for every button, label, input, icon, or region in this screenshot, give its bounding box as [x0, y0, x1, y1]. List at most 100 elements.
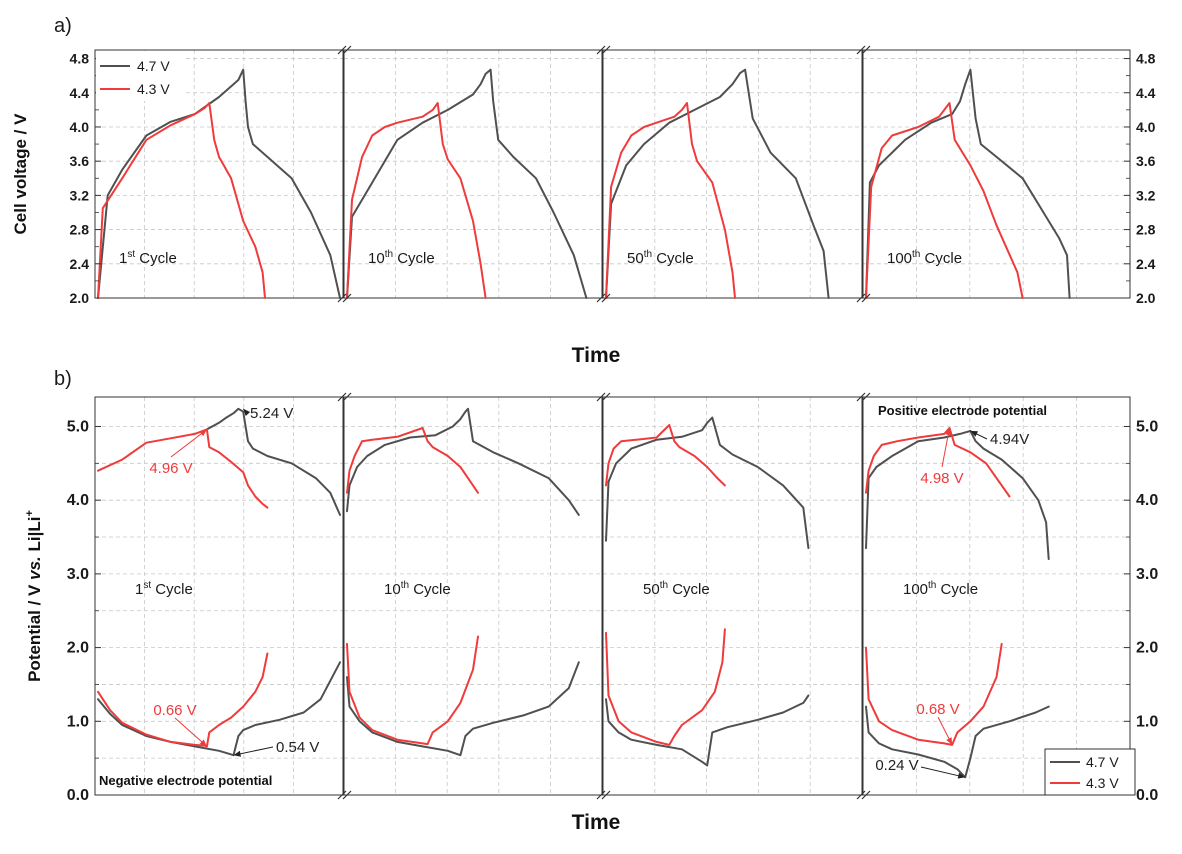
cycle-label-suffix: st: [127, 249, 135, 260]
subplot-1: 1st Cycle: [94, 49, 344, 299]
cycle-label-suffix: th: [912, 249, 920, 260]
x-axis-label: Time: [572, 811, 621, 834]
cycle-label-number: 1: [119, 250, 127, 267]
annotation-arrow: [170, 429, 208, 458]
y-tick-label-right: 4.0: [1136, 119, 1156, 135]
subplot-frame: [343, 396, 603, 796]
series-line: [605, 424, 726, 487]
legend-label: 4.7 V: [1086, 754, 1119, 770]
cycle-label-suffix: th: [644, 249, 652, 260]
y-tick-label-right: 0.0: [1136, 787, 1158, 804]
annotation-label: 0.54 V: [276, 739, 319, 756]
subplot-1: 1st Cycle: [94, 396, 344, 796]
y-tick-label-right: 4.0: [1136, 492, 1158, 509]
y-tick-label-left: 4.0: [70, 119, 90, 135]
y-tick-label-left: 0.0: [67, 787, 89, 804]
subplot-4: 100th Cycle: [856, 45, 1131, 303]
cycle-label: 1st Cycle: [119, 249, 177, 267]
axis-break-mark: [342, 293, 352, 303]
annotation-label: 0.68 V: [916, 701, 959, 718]
axis-break-mark: [856, 392, 866, 402]
cycle-label: 50th Cycle: [643, 580, 710, 598]
annotation-arrowhead: [970, 430, 978, 437]
y-tick-label-left: 3.2: [70, 187, 90, 203]
series-line: [865, 642, 1003, 746]
axis-break-mark: [861, 392, 871, 402]
x-axis-label: Time: [572, 344, 621, 367]
series-line: [605, 68, 830, 299]
legend: 4.7 V 4.3 V: [96, 51, 184, 101]
cycle-label: 10th Cycle: [368, 249, 435, 267]
axis-break-mark: [856, 293, 866, 303]
axis-break-mark: [596, 293, 606, 303]
cycle-label: 100th Cycle: [903, 580, 978, 598]
y-tick-label-right: 2.4: [1136, 256, 1156, 272]
axis-break-mark: [601, 293, 611, 303]
axis-break-mark: [342, 45, 352, 55]
legend-box: [96, 51, 184, 101]
subplot-2: 10th Cycle: [337, 392, 603, 800]
series-line: [605, 416, 810, 550]
cycle-label-number: 100: [903, 581, 928, 598]
cycle-label-text: Cycle: [393, 250, 435, 267]
series-line: [605, 628, 726, 746]
subplot-4: 100th Cycle: [856, 392, 1131, 800]
y-tick-label-right: 3.2: [1136, 187, 1156, 203]
annotation-label: 0.66 V: [153, 702, 196, 719]
cycle-label-number: 100: [887, 250, 912, 267]
axis-break-mark: [337, 45, 347, 55]
y-tick-label-right: 2.0: [1136, 640, 1158, 657]
axis-break-mark: [861, 293, 871, 303]
cycle-label-number: 1: [135, 581, 143, 598]
cycle-label-number: 10: [368, 250, 385, 267]
axis-break-mark: [337, 392, 347, 402]
axis-break-mark: [337, 790, 347, 800]
y-axis-label-italic: vs.: [25, 556, 44, 580]
cycle-label-suffix: st: [143, 580, 151, 591]
subplot-2: 10th Cycle: [337, 45, 603, 303]
subplot-3: 50th Cycle: [596, 392, 863, 800]
series-line: [865, 705, 1050, 779]
legend-label: 4.3 V: [1086, 775, 1119, 791]
series-line: [97, 428, 269, 509]
panel-a-cell-voltage: 1st Cycle 10th Cycle 50th Cycle 100th Cycle…: [11, 15, 1156, 367]
cycle-label-text: Cycle: [936, 581, 978, 598]
y-tick-label-right: 2.8: [1136, 222, 1156, 238]
axis-break-mark: [596, 392, 606, 402]
y-axis-label-text-2: Li|Li: [25, 517, 44, 557]
series-line: [346, 661, 580, 757]
axis-break-mark: [601, 790, 611, 800]
y-axis-label: Cell voltage / V: [11, 113, 30, 235]
cycle-label-text: Cycle: [652, 250, 694, 267]
cycle-label-suffix: th: [660, 580, 668, 591]
subplot-frame: [602, 49, 863, 299]
cycle-label: 1st Cycle: [135, 580, 193, 598]
y-tick-label-left: 4.0: [67, 492, 89, 509]
annotation-arrowhead: [199, 739, 207, 747]
annotation-arrowhead: [957, 772, 966, 779]
axis-break-mark: [342, 790, 352, 800]
cycle-label-text: Cycle: [151, 581, 193, 598]
axis-break-mark: [861, 45, 871, 55]
legend-label: 4.3 V: [137, 81, 170, 97]
series-line: [205, 407, 341, 516]
annotation-arrowhead: [199, 429, 207, 437]
series-line: [865, 68, 1071, 299]
axis-break-mark: [342, 392, 352, 402]
y-tick-label-right: 5.0: [1136, 418, 1158, 435]
y-tick-label-left: 5.0: [67, 418, 89, 435]
y-tick-label-left: 3.0: [67, 566, 89, 583]
y-tick-label-left: 2.4: [70, 256, 90, 272]
cycle-label: 50th Cycle: [627, 249, 694, 267]
subplot-frame: [862, 396, 1131, 796]
cycle-label: 100th Cycle: [887, 249, 962, 267]
y-tick-label-left: 1.0: [67, 713, 89, 730]
series-line: [605, 694, 810, 767]
series-line: [97, 102, 266, 299]
subplot-frame: [94, 396, 344, 796]
axis-break-mark: [596, 790, 606, 800]
subplot-frame: [862, 49, 1131, 299]
axis-break-mark: [856, 790, 866, 800]
legend-box: [1044, 748, 1136, 796]
axis-break-mark: [856, 45, 866, 55]
